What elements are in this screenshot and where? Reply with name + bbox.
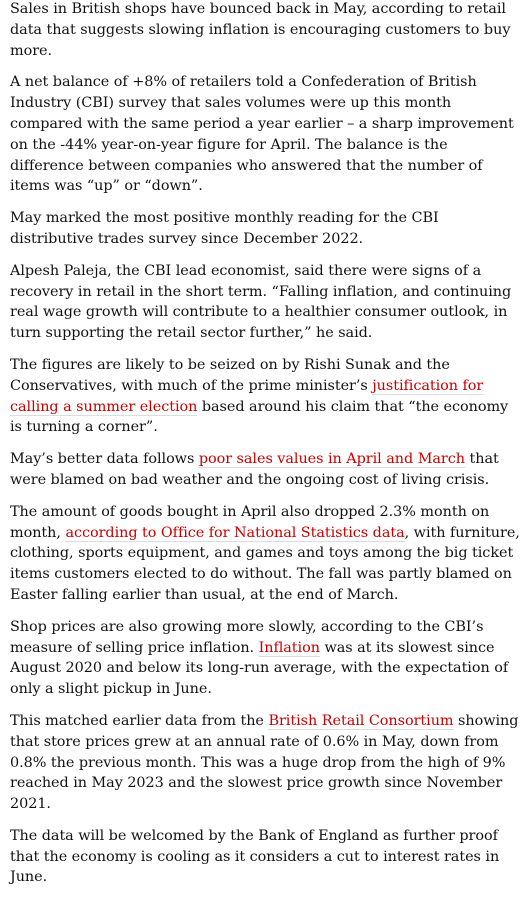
paragraph-text: , with furniture, clothing, sports equip… <box>10 524 520 603</box>
paragraph-text: was at its slowest since August 2020 and… <box>10 639 509 698</box>
paragraph-text: Shop prices are also growing more slowly… <box>10 618 484 656</box>
article-paragraph: May marked the most positive monthly rea… <box>10 208 524 250</box>
article-paragraph: This matched earlier data from the Briti… <box>10 711 524 815</box>
paragraph-text: Sales in British shops have bounced back… <box>10 1 511 59</box>
inline-link[interactable]: British Retail Consortium <box>268 712 454 730</box>
paragraph-text: Alpesh Paleja, the CBI lead economist, s… <box>10 262 512 342</box>
article-paragraph: Sales in British shops have bounced back… <box>10 0 524 61</box>
paragraph-text: A net balance of +8% of retailers told a… <box>10 74 514 195</box>
article-paragraph: Alpesh Paleja, the CBI lead economist, s… <box>10 261 524 344</box>
paragraph-text: The data will be welcomed by the Bank of… <box>10 827 500 886</box>
paragraph-text: The figures are likely to be seized on b… <box>10 356 450 394</box>
inline-link[interactable]: Inflation <box>258 639 320 657</box>
paragraph-text: based around his claim that “the economy… <box>10 398 509 436</box>
article-body: Sales in British shops have bounced back… <box>10 0 524 899</box>
article-paragraph: The data will be welcomed by the Bank of… <box>10 826 524 888</box>
inline-link[interactable]: justification for calling a summer elect… <box>10 377 484 416</box>
paragraph-text: This matched earlier data from the <box>10 712 269 729</box>
paragraph-text: The amount of goods bought in April also… <box>10 503 490 541</box>
article-paragraph: The figures are likely to be seized on b… <box>10 355 524 438</box>
paragraph-text: that were blamed on bad weather and the … <box>10 451 499 488</box>
article-paragraph: Shop prices are also growing more slowly… <box>10 617 524 700</box>
article-paragraph: A net balance of +8% of retailers told a… <box>10 72 524 197</box>
inline-link[interactable]: poor sales values in April and March <box>198 451 465 469</box>
paragraph-text: May’s better data follows <box>10 451 199 468</box>
article-paragraph: May’s better data follows poor sales val… <box>10 449 524 491</box>
paragraph-text: May marked the most positive monthly rea… <box>10 210 439 247</box>
article-paragraph: The amount of goods bought in April also… <box>10 502 524 606</box>
inline-link[interactable]: according to Office for National Statist… <box>65 524 405 542</box>
